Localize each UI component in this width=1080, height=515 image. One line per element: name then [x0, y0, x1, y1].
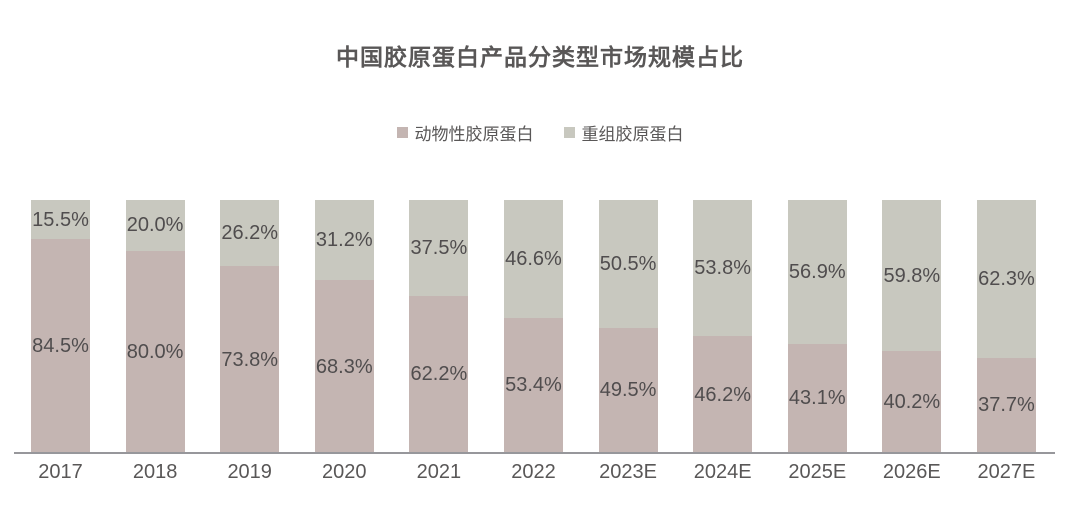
data-label-animal-2020: 68.3%	[315, 355, 373, 378]
segment-animal-2027E: 37.7%	[976, 357, 1036, 453]
segment-animal-2026E: 40.2%	[882, 351, 942, 453]
segment-recombinant-2023E: 50.5%	[598, 200, 658, 328]
legend: 动物性胶原蛋白 重组胶原蛋白	[0, 120, 1080, 145]
data-label-recombinant-2021: 37.5%	[410, 236, 468, 259]
x-label-2023E: 2023E	[599, 461, 657, 483]
bar-2019: 26.2% 73.8%	[220, 200, 280, 453]
segment-recombinant-2027E: 62.3%	[976, 200, 1036, 358]
x-label-2018: 2018	[132, 461, 178, 483]
chart-title: 中国胶原蛋白产品分类型市场规模占比	[336, 44, 744, 70]
legend-label-animal-collagen: 动物性胶原蛋白	[414, 125, 534, 144]
data-label-animal-2027E: 37.7%	[978, 394, 1035, 417]
data-label-animal-2025E: 43.1%	[788, 387, 846, 410]
x-label-2019: 2019	[227, 461, 272, 483]
x-label-2020: 2020	[322, 461, 367, 483]
segment-animal-2020: 68.3%	[314, 280, 374, 453]
data-label-animal-2024E: 46.2%	[694, 383, 752, 406]
bar-2023E: 50.5% 49.5%	[598, 200, 658, 453]
x-label-2017: 2017	[38, 461, 83, 483]
data-label-recombinant-2023E: 50.5%	[599, 252, 657, 275]
segment-recombinant-2024E: 53.8%	[693, 200, 753, 337]
x-label-2021: 2021	[416, 461, 462, 483]
data-label-recombinant-2018: 20.0%	[126, 214, 184, 237]
x-axis-line	[14, 452, 1055, 454]
data-label-recombinant-2017: 15.5%	[32, 208, 89, 231]
data-label-recombinant-2024E: 53.8%	[694, 257, 752, 280]
bar-2027E: 62.3% 37.7%	[976, 200, 1036, 453]
segment-animal-2017: 84.5%	[31, 239, 90, 453]
data-label-animal-2022: 53.4%	[505, 374, 562, 397]
segment-recombinant-2026E: 59.8%	[882, 200, 942, 352]
data-label-recombinant-2027E: 62.3%	[978, 267, 1035, 290]
legend-label-recombinant-collagen: 重组胶原蛋白	[581, 125, 684, 144]
segment-animal-2023E: 49.5%	[598, 327, 658, 453]
legend-swatch-animal-collagen	[396, 127, 408, 138]
segment-recombinant-2025E: 56.9%	[787, 200, 847, 344]
data-label-recombinant-2020: 31.2%	[315, 229, 373, 252]
bars: 15.5% 84.5% 20.0% 80.0% 26.2% 73.8% 31.2% 68.3%…	[31, 200, 1036, 453]
data-label-recombinant-2019: 26.2%	[221, 222, 279, 245]
segment-animal-2024E: 46.2%	[693, 336, 753, 453]
segment-recombinant-2020: 31.2%	[314, 200, 374, 281]
segment-recombinant-2018: 20.0%	[125, 200, 185, 251]
segment-animal-2018: 80.0%	[125, 250, 185, 453]
bar-2018: 20.0% 80.0%	[125, 200, 185, 453]
segment-recombinant-2017: 15.5%	[31, 200, 90, 240]
data-label-animal-2018: 80.0%	[126, 340, 184, 363]
segment-animal-2021: 62.2%	[409, 295, 469, 453]
segment-recombinant-2021: 37.5%	[409, 200, 469, 296]
x-label-2027E: 2027E	[977, 461, 1036, 483]
bar-2026E: 59.8% 40.2%	[882, 200, 942, 453]
bar-2022: 46.6% 53.4%	[503, 200, 563, 453]
bar-2020: 31.2% 68.3%	[314, 200, 374, 453]
bar-2021: 37.5% 62.2%	[409, 200, 469, 453]
x-label-2025E: 2025E	[788, 461, 847, 483]
legend-item-animal-collagen: 动物性胶原蛋白	[396, 120, 534, 145]
data-label-recombinant-2026E: 59.8%	[883, 264, 941, 287]
x-axis-labels: 2017 2018 2019 2020 2021 2022 2023E 2024E 2025E 2…	[31, 461, 1036, 484]
segment-animal-2025E: 43.1%	[787, 343, 847, 453]
segment-animal-2019: 73.8%	[220, 266, 280, 453]
bar-2024E: 53.8% 46.2%	[693, 200, 753, 453]
data-label-animal-2021: 62.2%	[410, 363, 468, 386]
segment-animal-2022: 53.4%	[503, 317, 563, 453]
legend-swatch-recombinant-collagen	[563, 127, 575, 138]
legend-item-recombinant-collagen: 重组胶原蛋白	[563, 120, 684, 145]
x-label-2022: 2022	[511, 461, 556, 483]
data-label-animal-2017: 84.5%	[32, 335, 89, 358]
bar-2017: 15.5% 84.5%	[31, 200, 90, 453]
bar-2025E: 56.9% 43.1%	[787, 200, 847, 453]
data-label-recombinant-2025E: 56.9%	[788, 260, 846, 283]
x-label-2026E: 2026E	[882, 461, 941, 483]
segment-recombinant-2019: 26.2%	[220, 200, 280, 267]
x-label-2024E: 2024E	[693, 461, 752, 483]
data-label-animal-2026E: 40.2%	[883, 391, 941, 414]
data-label-recombinant-2022: 46.6%	[505, 247, 562, 270]
data-label-animal-2023E: 49.5%	[599, 379, 657, 402]
segment-recombinant-2022: 46.6%	[503, 200, 563, 318]
data-label-animal-2019: 73.8%	[221, 348, 279, 371]
